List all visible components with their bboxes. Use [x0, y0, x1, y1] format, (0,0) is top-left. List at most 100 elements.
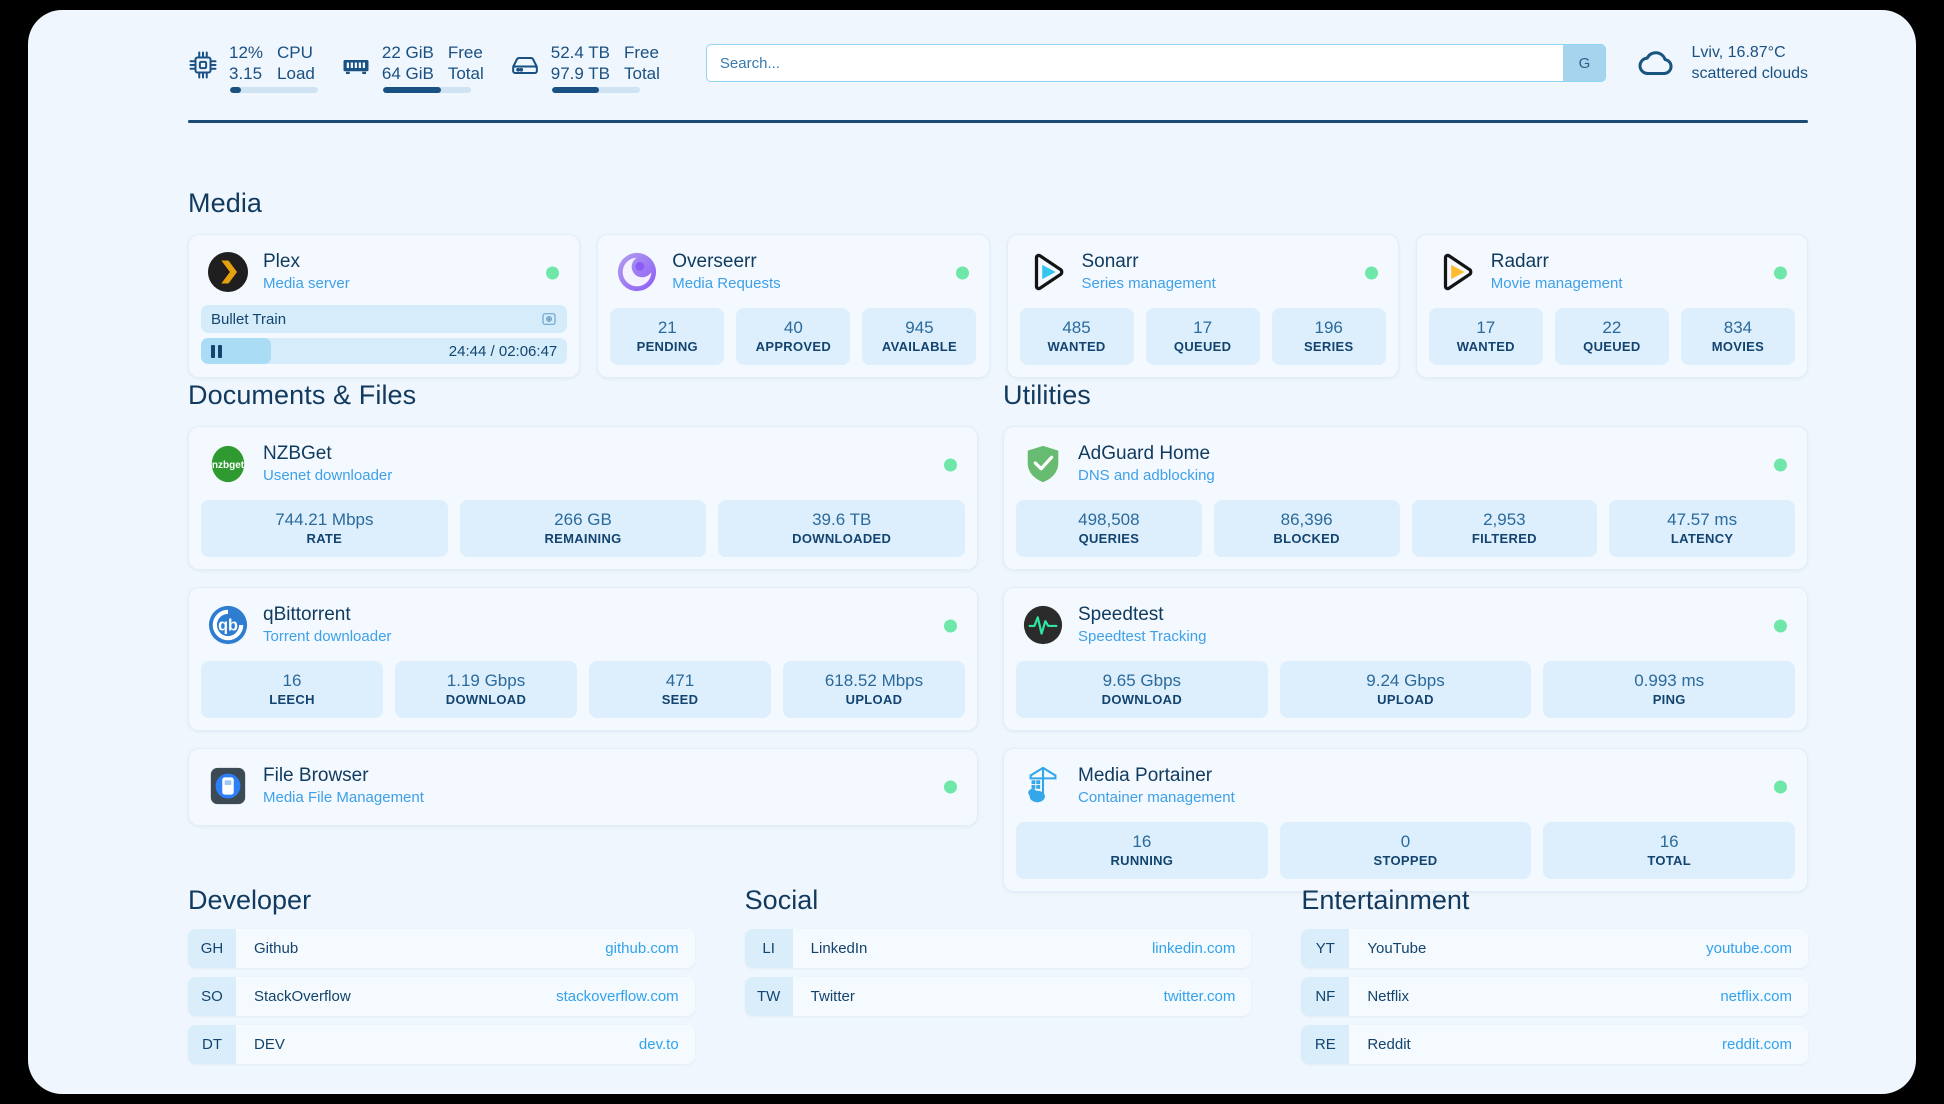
search-submit-button[interactable]: G — [1563, 45, 1606, 81]
bookmark-link[interactable]: RE Reddit reddit.com — [1301, 1025, 1809, 1064]
stat-tile[interactable]: 47.57 ms LATENCY — [1609, 500, 1795, 557]
card-subtitle: Media File Management — [263, 789, 424, 806]
stat-tile[interactable]: 9.24 Gbps UPLOAD — [1279, 661, 1532, 718]
stat-tile-label: LEECH — [269, 692, 315, 707]
card-title: Speedtest — [1078, 604, 1164, 625]
bookmark-name: StackOverflow — [254, 988, 351, 1005]
stat-tile-value: 21 — [657, 318, 677, 337]
service-card-qbittorrent[interactable]: qb qBittorrent Torrent downloader 16 LEECH 1.… — [188, 587, 978, 731]
bookmark-link[interactable]: TW Twitter twitter.com — [744, 977, 1252, 1016]
plex-logo — [207, 251, 249, 293]
stat-tile[interactable]: 945 AVAILABLE — [862, 308, 977, 365]
stat-tile-value: 834 — [1723, 318, 1753, 337]
status-indicator — [944, 780, 957, 793]
now-playing-bar[interactable]: Bullet Train — [201, 305, 568, 333]
stat-tile-value: 945 — [905, 318, 934, 337]
stat-tile-label: WANTED — [1047, 339, 1106, 354]
stat-tile[interactable]: 17 QUEUED — [1145, 308, 1260, 365]
bookmark-link[interactable]: GH Github github.com — [188, 929, 695, 968]
bookmark-link[interactable]: YT YouTube youtube.com — [1301, 929, 1809, 968]
weather-condition: scattered clouds — [1691, 65, 1808, 82]
card-header: Plex Media server — [201, 246, 567, 299]
filebrowser-logo — [207, 765, 249, 807]
bookmark-badge: RE — [1301, 1025, 1350, 1064]
stat-tile[interactable]: 2,953 FILTERED — [1411, 500, 1598, 557]
weather-location-temp: Lviv, 16.87°C — [1691, 44, 1786, 61]
card-title: Media Portainer — [1078, 765, 1213, 786]
bookmark-link[interactable]: SO StackOverflow stackoverflow.com — [188, 977, 695, 1016]
stat-tile[interactable]: 498,508 QUERIES — [1016, 500, 1202, 557]
stat-tile[interactable]: 16 LEECH — [201, 661, 383, 718]
stat-tile-label: TOTAL — [1647, 853, 1691, 868]
card-titles: Media Portainer Container management — [1078, 764, 1235, 807]
service-card-sonarr[interactable]: Sonarr Series management 485 WANTED 17 QUEUED… — [1006, 234, 1399, 378]
stat-tile-label: STOPPED — [1373, 853, 1438, 868]
search-box[interactable]: G — [705, 44, 1607, 82]
bookmark-badge: NF — [1301, 977, 1350, 1016]
stat-tile[interactable]: 834 MOVIES — [1680, 308, 1795, 365]
stat-tile[interactable]: 16 TOTAL — [1543, 822, 1796, 879]
cast-icon[interactable] — [541, 311, 557, 327]
playback-progress-bar[interactable]: 24:44 / 02:06:47 — [201, 338, 568, 364]
search-input[interactable] — [706, 45, 1564, 81]
stat-tile[interactable]: 86,396 BLOCKED — [1213, 500, 1400, 557]
stat-cpu: 12% 3.15 CPU Load — [188, 42, 318, 93]
card-titles: Overseerr Media Requests — [672, 250, 780, 293]
stat-progress-bar — [551, 87, 640, 93]
stat-tile[interactable]: 1.19 Gbps DOWNLOAD — [395, 661, 577, 718]
stat-tile-value: 485 — [1062, 318, 1091, 337]
stat-tile[interactable]: 22 QUEUED — [1554, 308, 1669, 365]
svg-text:nzbget: nzbget — [212, 459, 245, 470]
service-card-nzbget[interactable]: nzbget NZBGet Usenet downloader 744.21 Mbps… — [188, 426, 978, 570]
stat-tile[interactable]: 16 RUNNING — [1016, 822, 1268, 879]
service-card-speedtest[interactable]: Speedtest Speedtest Tracking 9.65 Gbps DOWN… — [1003, 587, 1808, 731]
now-playing-title: Bullet Train — [211, 310, 287, 328]
stat-tile[interactable]: 618.52 Mbps UPLOAD — [783, 661, 965, 718]
card-header: qb qBittorrent Torrent downloader — [201, 599, 965, 652]
stat-tile[interactable]: 196 SERIES — [1271, 308, 1386, 365]
stat-tile[interactable]: 39.6 TB DOWNLOADED — [718, 500, 966, 557]
service-card-adguard-home[interactable]: AdGuard Home DNS and adblocking 498,508 QUE… — [1003, 426, 1808, 570]
stat-tile[interactable]: 0 STOPPED — [1279, 822, 1532, 879]
service-card-plex[interactable]: Plex Media server Bullet Train 24:44 / 02:0… — [188, 234, 581, 378]
card-header: Radarr Movie management — [1429, 246, 1795, 299]
bookmark-url: youtube.com — [1706, 940, 1793, 957]
bookmark-link[interactable]: NF Netflix netflix.com — [1301, 977, 1809, 1016]
service-card-radarr[interactable]: Radarr Movie management 17 WANTED 22 QUEUED 83… — [1415, 234, 1808, 378]
service-card-file-browser[interactable]: File Browser Media File Management — [188, 748, 978, 826]
status-indicator — [1774, 780, 1787, 793]
stat-tile[interactable]: 266 GB REMAINING — [459, 500, 707, 557]
stat-tile-label: APPROVED — [755, 339, 832, 354]
stat-tile[interactable]: 744.21 Mbps RATE — [201, 500, 448, 557]
bookmark-link[interactable]: LI LinkedIn linkedin.com — [744, 929, 1252, 968]
stat-tile[interactable]: 9.65 Gbps DOWNLOAD — [1016, 661, 1268, 718]
stat-tile[interactable]: 40 APPROVED — [736, 308, 851, 365]
stat-tile-value: 1.19 Gbps — [446, 671, 526, 690]
media-section: Media Plex Media server Bullet Train 24:44 … — [188, 188, 1808, 378]
card-header: Sonarr Series management — [1020, 246, 1386, 299]
card-subtitle: Media server — [263, 275, 350, 292]
stat-tile[interactable]: 485 WANTED — [1019, 308, 1134, 365]
stat-tile-value: 196 — [1314, 318, 1343, 337]
stat-tile-label: WANTED — [1456, 339, 1515, 354]
stat-tile-value: 86,396 — [1280, 510, 1333, 529]
stat-tile-value: 266 GB — [554, 510, 612, 529]
stat-tile-label: UPLOAD — [845, 692, 903, 707]
bookmark-group-title: Entertainment — [1301, 885, 1470, 915]
playback-separator: / — [490, 342, 495, 360]
card-header: AdGuard Home DNS and adblocking — [1016, 438, 1795, 491]
stat-tile[interactable]: 21 PENDING — [610, 308, 725, 365]
pause-icon[interactable] — [211, 344, 222, 358]
status-indicator — [1364, 266, 1378, 279]
playback-duration: 02:06:47 — [498, 342, 558, 360]
status-indicator — [955, 266, 969, 279]
media-card-grid: Plex Media server Bullet Train 24:44 / 02:0… — [188, 234, 1808, 378]
bookmark-url: linkedin.com — [1151, 940, 1236, 957]
service-card-media-portainer[interactable]: Media Portainer Container management 16 RUN… — [1003, 748, 1808, 892]
stat-tile[interactable]: 17 WANTED — [1428, 308, 1543, 365]
stat-tile[interactable]: 471 SEED — [589, 661, 771, 718]
service-card-overseerr[interactable]: Overseerr Media Requests 21 PENDING 40 APPROV… — [597, 234, 990, 378]
bookmark-link[interactable]: DT DEV dev.to — [188, 1025, 695, 1064]
bookmark-badge: YT — [1301, 929, 1350, 968]
stat-tile[interactable]: 0.993 ms PING — [1543, 661, 1796, 718]
